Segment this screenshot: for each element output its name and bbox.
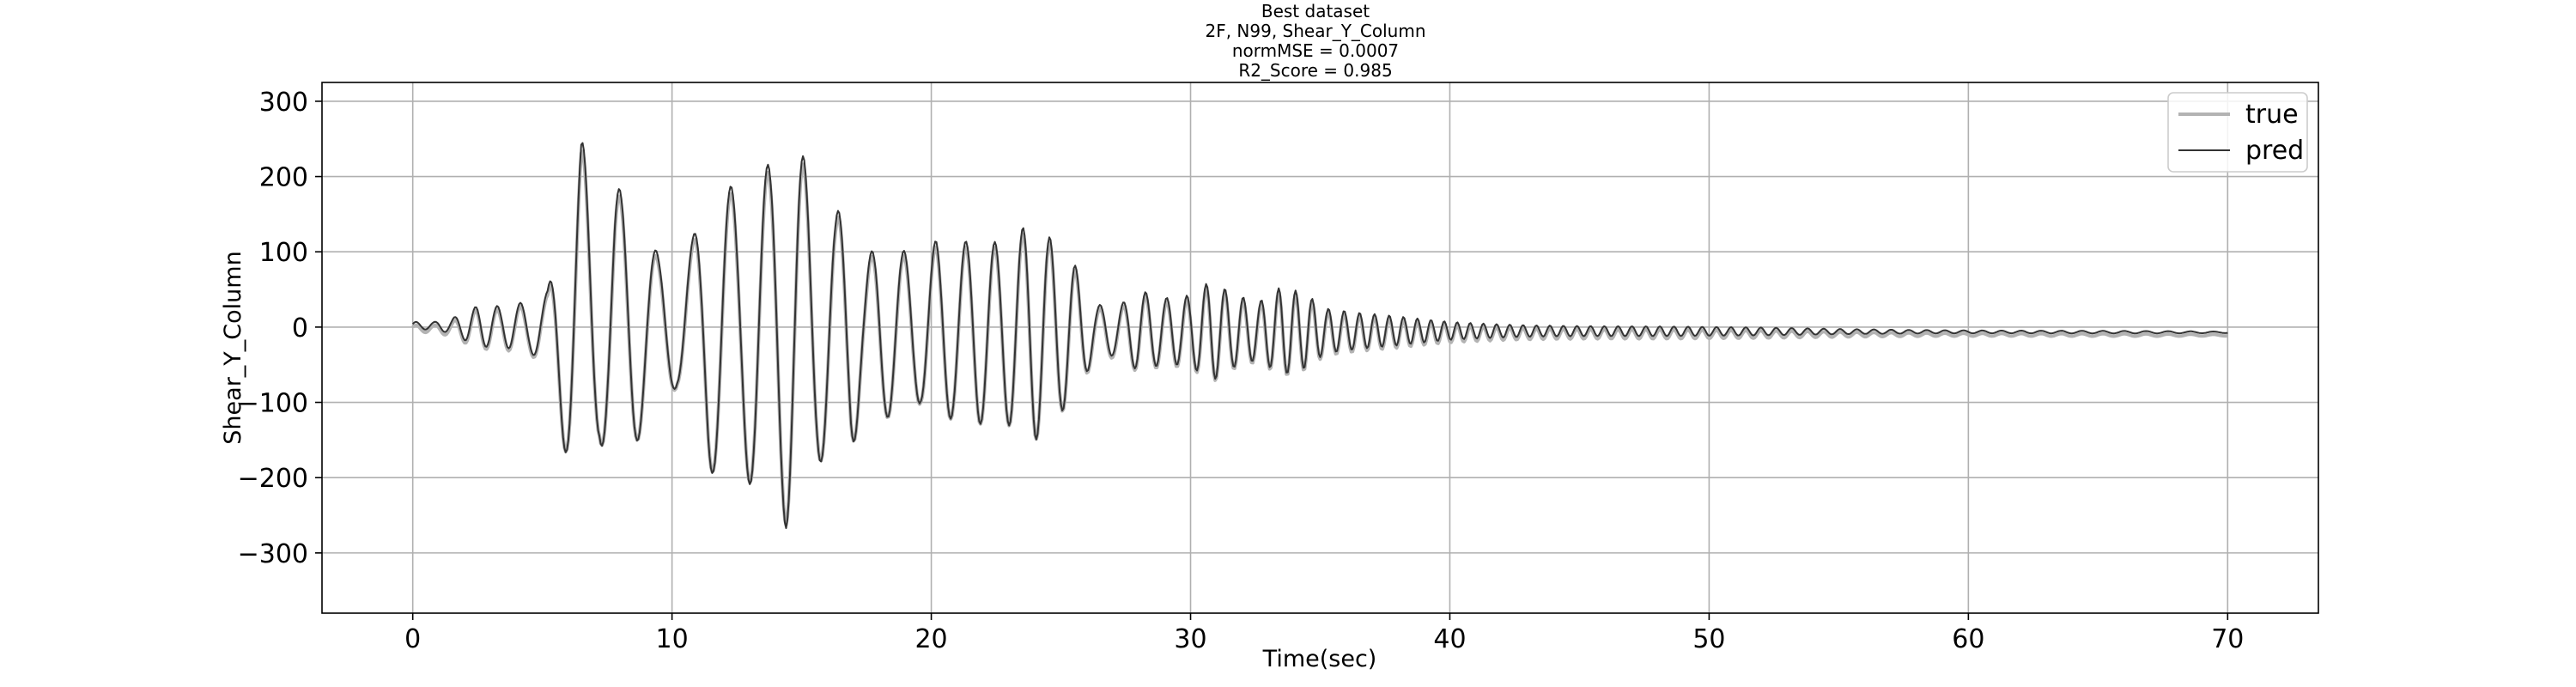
y-tick-label: −300: [238, 539, 308, 569]
x-tick-label: 0: [404, 624, 421, 654]
y-axis-label: Shear_Y_Column: [220, 251, 246, 444]
legend: true pred: [2167, 92, 2308, 173]
y-tick-label: −200: [238, 464, 308, 494]
chart-title-line: Best dataset: [1261, 1, 1370, 21]
chart-title-line: R2_Score = 0.985: [1238, 60, 1392, 81]
chart-title-line: 2F, N99, Shear_Y_Column: [1205, 21, 1425, 41]
chart-title: Best dataset 2F, N99, Shear_Y_Column nor…: [1205, 1, 1425, 81]
x-tick-label: 10: [656, 624, 689, 654]
x-tick-label: 50: [1692, 624, 1725, 654]
plot-area-frame: [321, 82, 2319, 614]
y-tick-label: 0: [292, 313, 308, 344]
plot-series: [411, 142, 2228, 529]
x-tick-label: 60: [1952, 624, 1984, 654]
chart-title-line: normMSE = 0.0007: [1232, 40, 1399, 61]
x-tick-label: 40: [1433, 624, 1466, 654]
y-tick-label: 300: [259, 88, 308, 118]
x-tick-label: 20: [914, 624, 947, 654]
x-tick-label: 30: [1174, 624, 1206, 654]
x-axis-label: Time(sec): [1262, 646, 1377, 672]
legend-label-true: true: [2245, 100, 2299, 130]
legend-label-pred: pred: [2245, 136, 2304, 166]
y-tick-label: −100: [238, 389, 308, 419]
y-tick-label: 200: [259, 163, 308, 193]
x-tick-label: 70: [2211, 624, 2244, 654]
axis-ticks: 0 10 20 30 40 50 60 70 300 200 100 0 −100 −200 −300: [238, 88, 2245, 654]
series-line-pred: [411, 142, 2228, 529]
y-tick-label: 100: [259, 238, 308, 268]
grid-lines: [322, 82, 2318, 613]
